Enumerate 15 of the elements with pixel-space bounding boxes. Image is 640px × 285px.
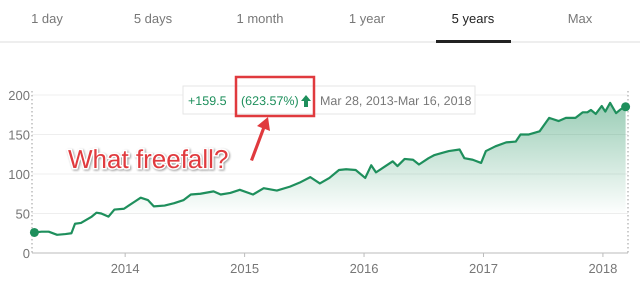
y-tick-label: 200: [8, 88, 30, 103]
y-tick-label: 0: [22, 246, 30, 261]
x-tick-label: 2017: [469, 261, 498, 276]
x-tick-label: 2018: [588, 261, 618, 276]
x-tick-label: 2014: [110, 261, 140, 276]
y-tick-label: 150: [8, 127, 30, 142]
y-tick-label: 100: [8, 166, 30, 182]
annotation: (623.57%): [241, 94, 299, 108]
y-tick-label: 50: [16, 206, 30, 222]
annotation: Mar 28, 2013-Mar 16, 2018: [320, 94, 472, 108]
annotation: What freefall?: [68, 144, 228, 174]
range-tabs: 1 day 5 days 1 month 1 year 5 years Max: [31, 11, 592, 26]
annotation: +159.5: [188, 94, 227, 108]
x-tick-label: 2015: [230, 261, 260, 276]
x-tick-label: 2016: [350, 261, 378, 276]
